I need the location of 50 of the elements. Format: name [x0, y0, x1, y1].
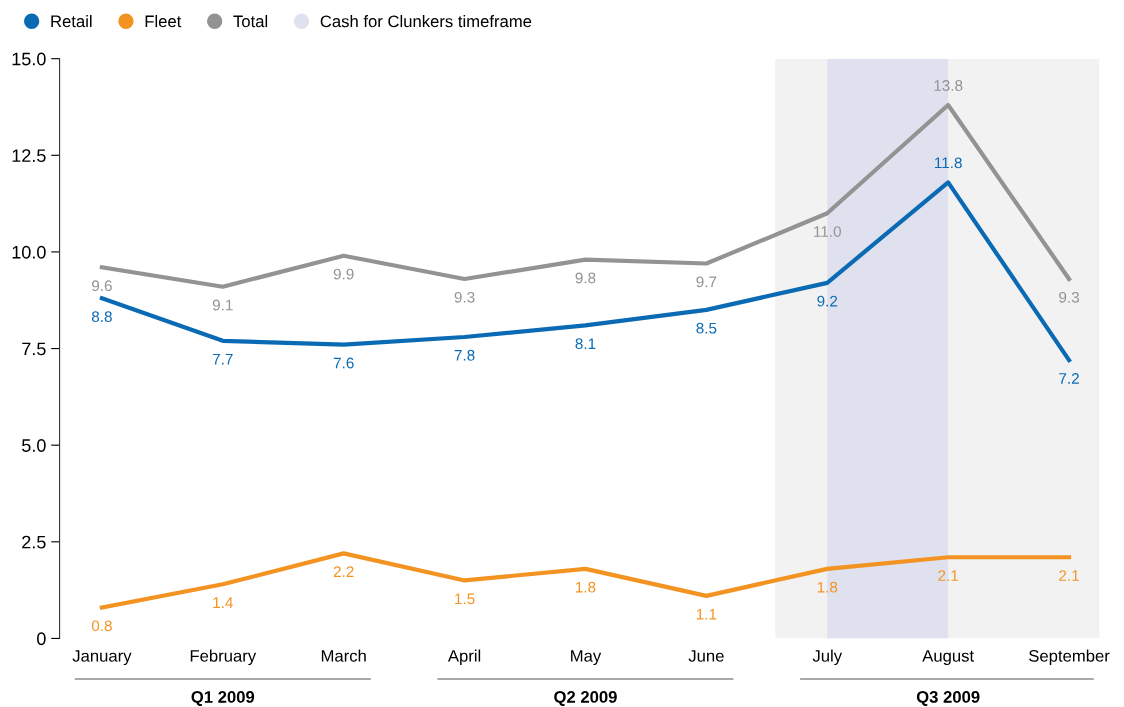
data-label: 8.8: [91, 311, 112, 323]
data-label: 11.0: [814, 226, 841, 237]
data-label: 7.7: [212, 353, 233, 365]
y-tick-label: 15.0: [12, 52, 46, 66]
legend-label: Retail: [51, 15, 92, 28]
data-label: 0.8: [91, 620, 112, 632]
y-tick-label: 7.5: [22, 342, 46, 356]
data-label: 1.8: [576, 581, 596, 593]
data-label: 8.5: [696, 322, 717, 334]
data-label: 9.3: [1059, 291, 1079, 303]
data-label: 9.6: [91, 280, 112, 292]
data-label: 13.8: [934, 80, 963, 91]
data-label: 9.2: [817, 295, 838, 307]
y-tick-label: 12.5: [12, 149, 46, 163]
data-label: 2.2: [333, 566, 354, 577]
data-label: 11.8: [935, 157, 962, 169]
data-label: 2.1: [1059, 570, 1079, 581]
x-tick-label: January: [72, 650, 132, 666]
data-label: 7.8: [454, 349, 475, 361]
x-tick-label: September: [1029, 649, 1110, 666]
y-tick-label: 2.5: [22, 535, 46, 549]
legend-label: Fleet: [145, 15, 182, 28]
y-tick-label: 0: [37, 632, 46, 646]
data-label: 9.7: [696, 276, 717, 288]
data-label: 9.1: [212, 299, 233, 311]
legend-label: Total: [233, 15, 268, 28]
data-label: 9.8: [575, 272, 596, 284]
text: Q1 2009: [191, 691, 255, 706]
data-label: 1.5: [455, 593, 475, 605]
data-label: 1.8: [817, 581, 838, 593]
data-label: 7.2: [1059, 373, 1079, 384]
x-tick-label: May: [571, 650, 602, 666]
data-label: 9.9: [333, 268, 354, 280]
text: Q3 2009: [916, 691, 980, 706]
data-label: 9.3: [454, 291, 475, 303]
y-tick-label: 10.0: [12, 245, 46, 259]
data-label: 8.1: [575, 338, 596, 350]
x-tick-label: August: [922, 650, 974, 666]
data-label: 1.4: [213, 597, 233, 608]
y-tick-label: 5.0: [22, 439, 46, 452]
x-tick-label: March: [321, 649, 366, 662]
x-tick-label: June: [688, 650, 724, 662]
text: Q2 2009: [554, 691, 617, 706]
x-tick-label: July: [812, 649, 843, 666]
data-label: 1.1: [696, 608, 717, 620]
legend-label: Cash for Clunkers timeframe: [320, 15, 532, 28]
data-label: 2.1: [938, 570, 959, 581]
x-tick-label: April: [447, 649, 481, 666]
x-tick-label: February: [190, 649, 257, 666]
data-label: 7.6: [333, 357, 354, 369]
